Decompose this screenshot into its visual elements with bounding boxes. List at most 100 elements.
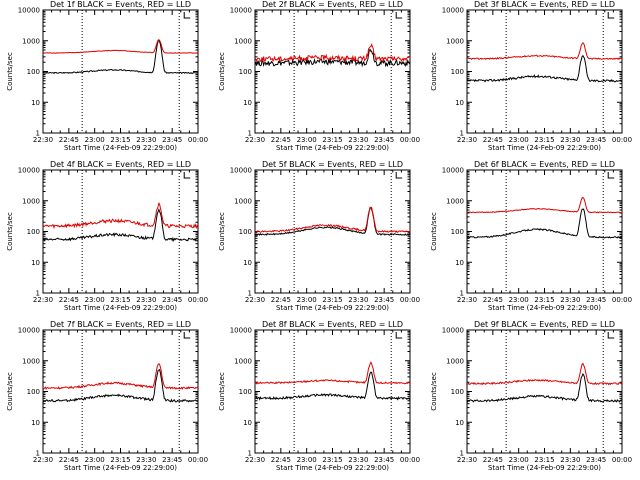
x-tick-label: 23:45 <box>162 456 182 464</box>
x-tick-label: 23:00 <box>297 456 317 464</box>
lld-series-line <box>42 362 199 390</box>
x-tick-label: 23:15 <box>110 456 130 464</box>
y-tick-label: 1000 <box>446 197 464 205</box>
x-tick-label: 23:00 <box>85 296 105 304</box>
panel-title: Det 8f BLACK = Events, RED = LLD <box>262 320 403 329</box>
y-tick-label: 10000 <box>230 167 252 175</box>
detector-panel-4: Det 4f BLACK = Events, RED = LLD 1 10 100 10… <box>6 160 208 312</box>
lld-series-line <box>466 42 623 61</box>
y-tick-label: 100 <box>239 388 252 396</box>
detector-panel-3: Det 3f BLACK = Events, RED = LLD 1 10 100 10… <box>430 0 632 152</box>
x-tick-label: 23:30 <box>348 136 368 144</box>
plot-frame <box>42 329 199 454</box>
events-series-line <box>466 208 623 239</box>
x-tick-label: 00:00 <box>188 296 208 304</box>
corner-bracket-mark <box>607 12 615 19</box>
x-axis-label: Start Time (24-Feb-09 22:29:00) <box>276 144 389 152</box>
x-tick-label: 22:45 <box>271 296 291 304</box>
x-tick-label: 23:30 <box>560 456 580 464</box>
x-tick-label: 23:00 <box>297 136 317 144</box>
x-tick-label: 22:45 <box>271 136 291 144</box>
y-tick-label: 10 <box>31 259 40 267</box>
x-tick-label: 23:00 <box>509 456 529 464</box>
plot-frame <box>254 9 411 134</box>
x-tick-label: 00:00 <box>188 456 208 464</box>
panel-title: Det 9f BLACK = Events, RED = LLD <box>474 320 615 329</box>
y-tick-label: 10 <box>455 99 464 107</box>
y-tick-label: 1000 <box>22 37 40 45</box>
events-series-line <box>42 39 199 75</box>
y-tick-label: 100 <box>451 388 464 396</box>
y-axis-label: Counts/sec <box>430 212 438 251</box>
y-tick-label: 100 <box>451 68 464 76</box>
detector-panel-8: Det 8f BLACK = Events, RED = LLD 1 10 100 10… <box>218 320 420 472</box>
y-tick-label: 1 <box>248 450 252 458</box>
events-series-line <box>466 372 623 403</box>
panel-title: Det 4f BLACK = Events, RED = LLD <box>50 160 191 169</box>
x-tick-label: 23:15 <box>534 456 554 464</box>
y-axis-label: Counts/sec <box>6 212 14 251</box>
lld-series-line <box>42 39 199 54</box>
lld-series-line <box>254 206 411 234</box>
x-tick-label: 22:30 <box>457 136 477 144</box>
y-axis-label: Counts/sec <box>6 52 14 91</box>
y-axis-label: Counts/sec <box>430 372 438 411</box>
x-tick-label: 22:45 <box>483 296 503 304</box>
x-tick-label: 00:00 <box>400 136 420 144</box>
y-tick-label: 100 <box>27 388 40 396</box>
x-tick-label: 22:45 <box>483 456 503 464</box>
panel-title: Det 2f BLACK = Events, RED = LLD <box>262 0 403 9</box>
x-axis-label: Start Time (24-Feb-09 22:29:00) <box>488 304 601 312</box>
x-tick-label: 23:15 <box>110 136 130 144</box>
x-tick-label: 23:00 <box>85 136 105 144</box>
x-tick-label: 23:45 <box>586 296 606 304</box>
x-tick-label: 22:30 <box>245 456 265 464</box>
x-tick-label: 23:30 <box>560 136 580 144</box>
plot-frame <box>42 169 199 294</box>
y-axis-label: Counts/sec <box>430 52 438 91</box>
x-axis-label: Start Time (24-Feb-09 22:29:00) <box>64 464 177 472</box>
x-tick-label: 00:00 <box>400 296 420 304</box>
lld-series-line <box>42 202 199 230</box>
events-series-line <box>466 54 623 83</box>
y-tick-label: 10000 <box>18 7 40 15</box>
x-tick-label: 00:00 <box>188 136 208 144</box>
x-tick-label: 22:45 <box>59 296 79 304</box>
y-tick-label: 10000 <box>442 167 464 175</box>
y-tick-label: 1000 <box>234 197 252 205</box>
plot-frame <box>254 329 411 454</box>
y-tick-label: 1000 <box>446 37 464 45</box>
y-tick-label: 10 <box>243 99 252 107</box>
y-axis-label: Counts/sec <box>218 212 226 251</box>
x-tick-label: 22:30 <box>245 136 265 144</box>
y-tick-label: 10000 <box>18 167 40 175</box>
x-tick-label: 23:30 <box>136 136 156 144</box>
x-axis-label: Start Time (24-Feb-09 22:29:00) <box>488 464 601 472</box>
x-tick-label: 22:30 <box>33 136 53 144</box>
y-tick-label: 10 <box>31 419 40 427</box>
x-axis-label: Start Time (24-Feb-09 22:29:00) <box>276 304 389 312</box>
lld-series-line <box>254 361 411 385</box>
corner-bracket-mark <box>183 12 191 19</box>
y-tick-label: 1000 <box>22 357 40 365</box>
corner-bracket-mark <box>395 12 403 19</box>
y-tick-label: 100 <box>239 68 252 76</box>
corner-bracket-mark <box>395 172 403 179</box>
x-axis-label: Start Time (24-Feb-09 22:29:00) <box>276 464 389 472</box>
y-tick-label: 1000 <box>234 37 252 45</box>
y-tick-label: 1000 <box>234 357 252 365</box>
detector-panel-7: Det 7f BLACK = Events, RED = LLD 1 10 100 10… <box>6 320 208 472</box>
y-tick-label: 10000 <box>230 327 252 335</box>
y-tick-label: 10 <box>243 259 252 267</box>
x-tick-label: 22:45 <box>59 456 79 464</box>
x-tick-label: 22:30 <box>245 296 265 304</box>
y-axis-label: Counts/sec <box>6 372 14 411</box>
x-tick-label: 23:15 <box>534 136 554 144</box>
y-axis-label: Counts/sec <box>218 372 226 411</box>
y-tick-label: 10000 <box>442 327 464 335</box>
events-series-line <box>42 368 199 403</box>
x-tick-label: 23:15 <box>322 136 342 144</box>
events-series-line <box>254 48 411 68</box>
x-tick-label: 22:30 <box>33 456 53 464</box>
y-tick-label: 1 <box>36 130 40 138</box>
